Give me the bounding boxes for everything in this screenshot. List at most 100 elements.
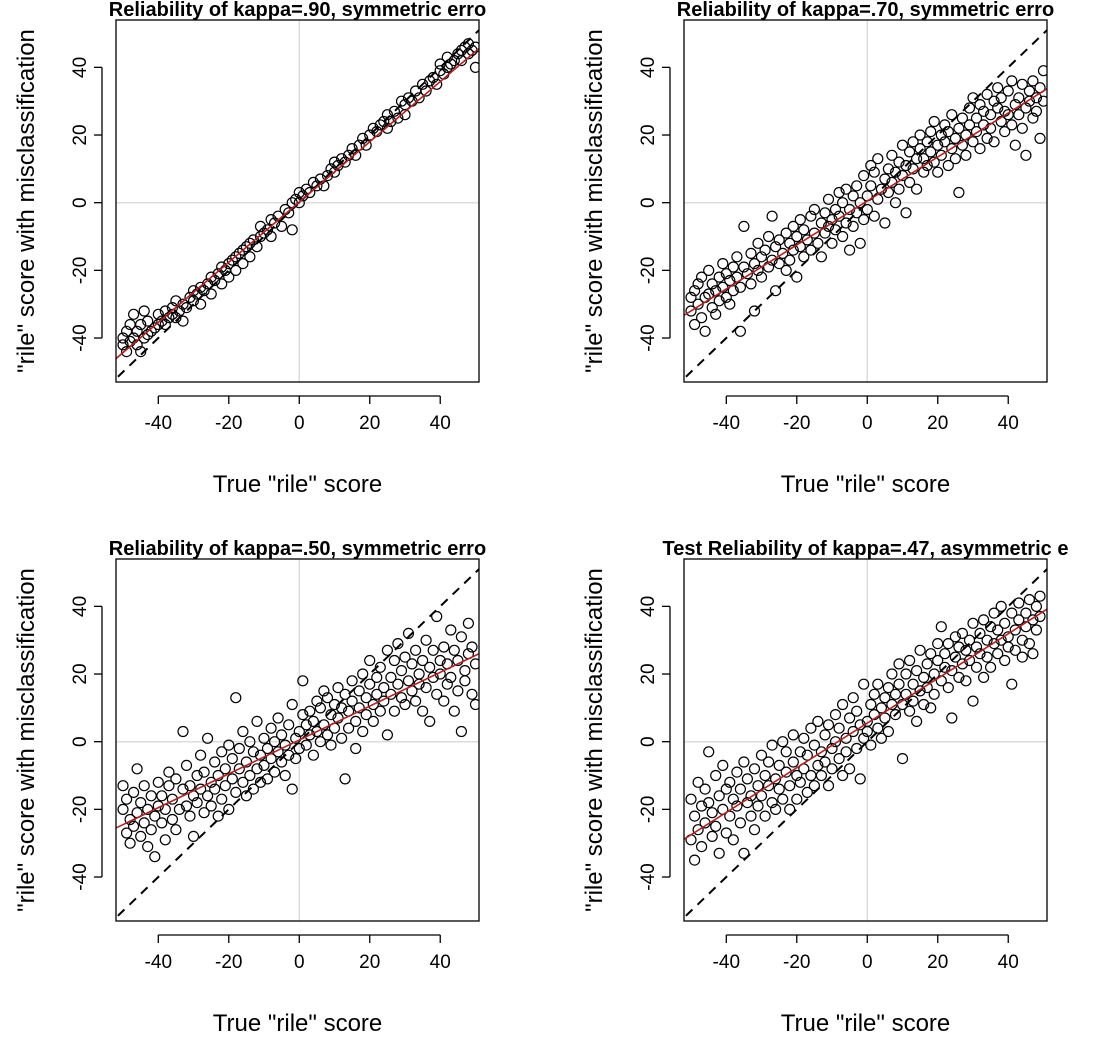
x-tick-label: -20 <box>783 413 810 434</box>
data-point <box>851 742 863 755</box>
x-tick-label: -40 <box>145 413 172 434</box>
data-point <box>738 220 750 232</box>
data-point <box>254 749 267 761</box>
data-point <box>290 752 302 765</box>
data-point <box>1013 597 1025 609</box>
data-point <box>304 729 316 741</box>
data-point <box>448 705 460 717</box>
data-point <box>448 644 460 656</box>
data-point <box>925 648 937 660</box>
data-point <box>223 739 235 751</box>
data-point <box>279 769 291 782</box>
data-point <box>988 136 1000 148</box>
data-point <box>1006 75 1018 87</box>
data-point <box>967 695 979 707</box>
data-point <box>819 207 831 219</box>
data-point <box>117 339 129 351</box>
data-point <box>300 719 312 731</box>
data-point <box>752 800 764 812</box>
data-point <box>812 715 824 728</box>
data-point <box>321 729 334 741</box>
data-point <box>131 325 143 337</box>
data-point <box>840 217 852 229</box>
data-point <box>981 634 993 646</box>
y-axis-label: "rile" score with misclassification <box>581 29 608 373</box>
data-point <box>942 637 954 650</box>
data-point <box>149 322 161 334</box>
data-point <box>297 190 309 202</box>
data-point <box>367 715 379 728</box>
data-point <box>946 712 958 724</box>
data-point <box>992 102 1004 114</box>
chart-title: Test Reliability of kappa=.47, asymmetri… <box>663 538 1069 560</box>
data-point <box>251 715 263 728</box>
data-point <box>748 305 761 317</box>
data-point <box>283 749 295 761</box>
data-point <box>995 634 1007 646</box>
data-point <box>311 180 323 192</box>
data-point <box>170 773 182 785</box>
data-point <box>999 126 1011 138</box>
data-point <box>459 41 471 53</box>
data-point <box>1027 648 1039 660</box>
data-point <box>910 715 923 728</box>
data-point <box>455 54 467 67</box>
data-point <box>166 813 178 826</box>
data-point <box>212 268 224 280</box>
data-point <box>223 258 235 270</box>
data-point <box>822 719 835 731</box>
data-point <box>703 796 715 809</box>
data-point <box>276 729 288 741</box>
data-point <box>956 112 969 124</box>
data-point <box>346 695 358 707</box>
data-point <box>829 708 842 721</box>
data-point <box>932 654 944 667</box>
data-point <box>117 803 129 816</box>
data-point <box>431 688 443 700</box>
data-point <box>195 749 207 761</box>
data-point <box>875 702 888 714</box>
data-point <box>974 98 986 111</box>
data-point <box>445 671 457 684</box>
data-point <box>748 824 761 836</box>
data-point <box>1027 614 1039 626</box>
data-point <box>727 285 739 297</box>
data-point <box>977 671 990 684</box>
data-point <box>399 109 411 121</box>
data-point <box>935 149 947 161</box>
data-point <box>142 329 154 341</box>
data-point <box>925 126 937 138</box>
data-point <box>131 763 143 775</box>
data-point <box>237 725 249 738</box>
data-point <box>734 325 747 337</box>
data-point <box>889 708 902 721</box>
data-point <box>822 780 835 792</box>
data-point <box>738 847 750 859</box>
data-point <box>388 105 400 117</box>
data-point <box>336 153 348 165</box>
y-tick-label: 40 <box>70 596 91 617</box>
data-point <box>745 810 757 822</box>
data-point <box>1002 641 1014 653</box>
x-tick-label: 0 <box>294 413 305 434</box>
data-point <box>935 129 947 141</box>
data-point <box>364 129 376 141</box>
data-point <box>209 783 221 795</box>
data-point <box>135 346 147 358</box>
data-point <box>307 176 319 188</box>
data-point <box>791 271 803 283</box>
data-point <box>988 95 1000 107</box>
data-point <box>441 51 453 63</box>
data-point <box>395 692 408 704</box>
data-point <box>963 119 976 131</box>
data-point <box>974 627 986 640</box>
data-point <box>276 220 288 232</box>
data-point <box>445 624 457 636</box>
data-point <box>720 268 732 280</box>
data-point <box>149 851 161 863</box>
data-point <box>230 692 242 704</box>
plot-frame <box>683 558 1048 922</box>
data-point <box>685 291 697 303</box>
regression-line <box>116 47 479 360</box>
data-point <box>688 318 701 331</box>
